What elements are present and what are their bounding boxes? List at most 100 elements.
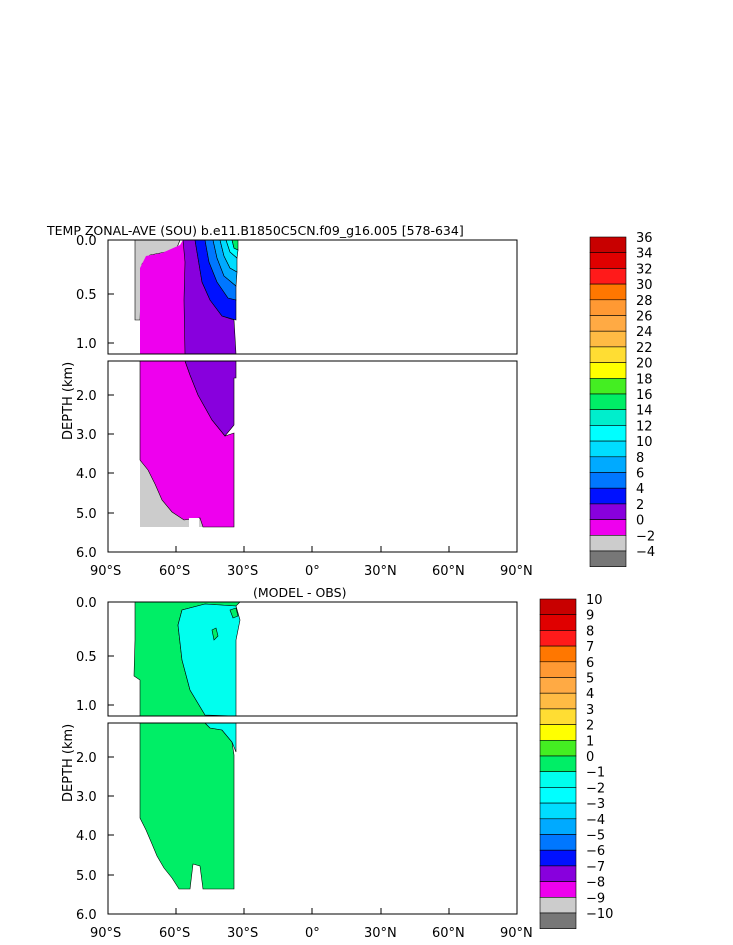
top-colorbar-label: 8 — [636, 451, 644, 466]
bot-region-m1-0 — [177, 603, 241, 717]
top-field-upper — [134, 239, 239, 355]
bottom-colorbar-label: −8 — [586, 876, 605, 891]
top-xtick-0: 90°S — [90, 564, 121, 579]
top-ytick-7: 6.0 — [76, 546, 97, 561]
top-xtick-1: 60°S — [159, 564, 190, 579]
top-y-axis: 0.0 0.5 1.0 2.0 3.0 4.0 5.0 6.0 DEPTH (k… — [61, 234, 114, 561]
top-colorbar-label: 26 — [636, 310, 653, 325]
bot-xtick-3: 0° — [305, 926, 320, 941]
top-ytick-6: 5.0 — [76, 507, 97, 522]
top-colorbar-swatch — [589, 550, 627, 567]
top-colorbar-swatch — [589, 252, 627, 269]
bottom-colorbar-label: −4 — [586, 813, 605, 828]
top-ytick-2: 1.0 — [76, 337, 97, 352]
bot-ytick-4: 3.0 — [76, 790, 97, 805]
bot-ytick-6: 5.0 — [76, 869, 97, 884]
bottom-colorbar-swatch — [539, 661, 577, 678]
bottom-colorbar-swatch — [539, 724, 577, 741]
bottom-colorbar-label: −2 — [586, 781, 605, 796]
top-xtick-6: 90°N — [500, 564, 533, 579]
bottom-y-axis: 0.0 0.5 1.0 2.0 3.0 4.0 5.0 6.0 DEPTH (k… — [61, 596, 114, 923]
bot-ytick-1: 0.5 — [76, 650, 97, 665]
top-colorbar-label: −2 — [636, 529, 655, 544]
bottom-colorbar-swatch — [539, 881, 577, 898]
top-colorbar-swatch — [589, 283, 627, 301]
top-colorbar-label: 36 — [636, 231, 653, 246]
bot-ytick-5: 4.0 — [76, 829, 97, 844]
top-colorbar-label: 18 — [636, 372, 653, 387]
top-colorbar-swatch — [589, 440, 627, 458]
bottom-colorbar-swatch — [539, 739, 577, 757]
bot-region-0-1-deep — [139, 722, 235, 890]
top-colorbar-label: 28 — [636, 294, 653, 309]
top-xtick-3: 0° — [305, 564, 320, 579]
bottom-colorbar-swatch — [539, 912, 577, 929]
bot-blob-2 — [229, 607, 239, 619]
top-colorbar-label: 30 — [636, 278, 653, 293]
bottom-colorbar-label: −9 — [586, 891, 605, 906]
bottom-x-axis: 90°S 60°S 30°S 0° 30°N 60°N 90°N — [90, 908, 533, 941]
bottom-colorbar-label: −3 — [586, 797, 605, 812]
top-colorbar-label: 32 — [636, 262, 653, 277]
top-xtick-5: 60°N — [432, 564, 465, 579]
top-colorbar-swatch — [589, 425, 627, 442]
top-title: TEMP ZONAL-AVE (SOU) b.e11.B1850C5CN.f09… — [46, 223, 464, 238]
bottom-colorbar-swatch — [539, 645, 577, 663]
bottom-frame-upper — [107, 601, 518, 717]
bottom-colorbar-swatch — [539, 614, 577, 631]
top-ytick-3: 2.0 — [76, 389, 97, 404]
bottom-colorbar-swatch — [539, 677, 577, 694]
top-ytick-5: 4.0 — [76, 467, 97, 482]
top-ytick-0: 0.0 — [76, 234, 97, 249]
top-colorbar-label: 16 — [636, 388, 653, 403]
top-xtick-4: 30°N — [364, 564, 397, 579]
bottom-field-lower — [139, 722, 237, 890]
top-notch — [189, 518, 199, 527]
top-ytick-1: 0.5 — [76, 288, 97, 303]
top-colorbar-swatch — [589, 456, 627, 473]
bottom-colorbar-label: 3 — [586, 703, 594, 718]
bottom-colorbar-label: 7 — [586, 640, 594, 655]
top-colorbar-swatch — [589, 346, 627, 363]
bot-ytick-7: 6.0 — [76, 908, 97, 923]
bot-ytick-3: 2.0 — [76, 751, 97, 766]
top-panel: TEMP ZONAL-AVE (SOU) b.e11.B1850C5CN.f09… — [46, 223, 655, 579]
bottom-colorbar-swatch — [539, 802, 577, 820]
bottom-colorbar-label: 6 — [586, 656, 594, 671]
top-colorbar-label: 4 — [636, 482, 644, 497]
bottom-colorbar-swatch — [539, 771, 577, 788]
bottom-field-upper — [133, 601, 241, 717]
top-x-axis: 90°S 60°S 30°S 0° 30°N 60°N 90°N — [90, 546, 533, 579]
top-colorbar-swatch — [589, 487, 627, 505]
bottom-panel: (MODEL - OBS) 0.0 0.5 1.0 2.0 3.0 — [61, 585, 613, 941]
bottom-colorbar-swatch — [539, 865, 577, 882]
bottom-colorbar-swatch — [539, 598, 577, 615]
top-region-2-4-deep — [184, 360, 237, 437]
top-ylabel: DEPTH (km) — [61, 362, 76, 440]
bottom-colorbar-label: 4 — [586, 687, 594, 702]
top-colorbar-label: 2 — [636, 498, 644, 513]
bottom-colorbar-label: 9 — [586, 609, 594, 624]
bot-ytick-0: 0.0 — [76, 596, 97, 611]
top-colorbar-label: 22 — [636, 341, 653, 356]
top-colorbar-label: 0 — [636, 514, 644, 529]
top-region-neg2-0-deep — [140, 460, 203, 527]
top-colorbar-swatch — [589, 299, 627, 316]
bottom-colorbar-swatch — [539, 849, 577, 867]
top-colorbar-swatch — [589, 362, 627, 379]
bottom-title: (MODEL - OBS) — [253, 585, 346, 600]
bottom-colorbar-swatch — [539, 630, 577, 647]
bottom-colorbar-label: 10 — [586, 593, 603, 608]
top-ytick-4: 3.0 — [76, 428, 97, 443]
top-xtick-2: 30°S — [227, 564, 258, 579]
top-colorbar-swatch — [589, 315, 627, 332]
bottom-colorbar-label: −7 — [586, 860, 605, 875]
bottom-colorbar-swatch — [539, 834, 577, 851]
bot-xtick-5: 60°N — [432, 926, 465, 941]
top-field-lower — [139, 360, 237, 528]
bottom-colorbar-label: 2 — [586, 719, 594, 734]
top-colorbar-swatch — [589, 268, 627, 285]
